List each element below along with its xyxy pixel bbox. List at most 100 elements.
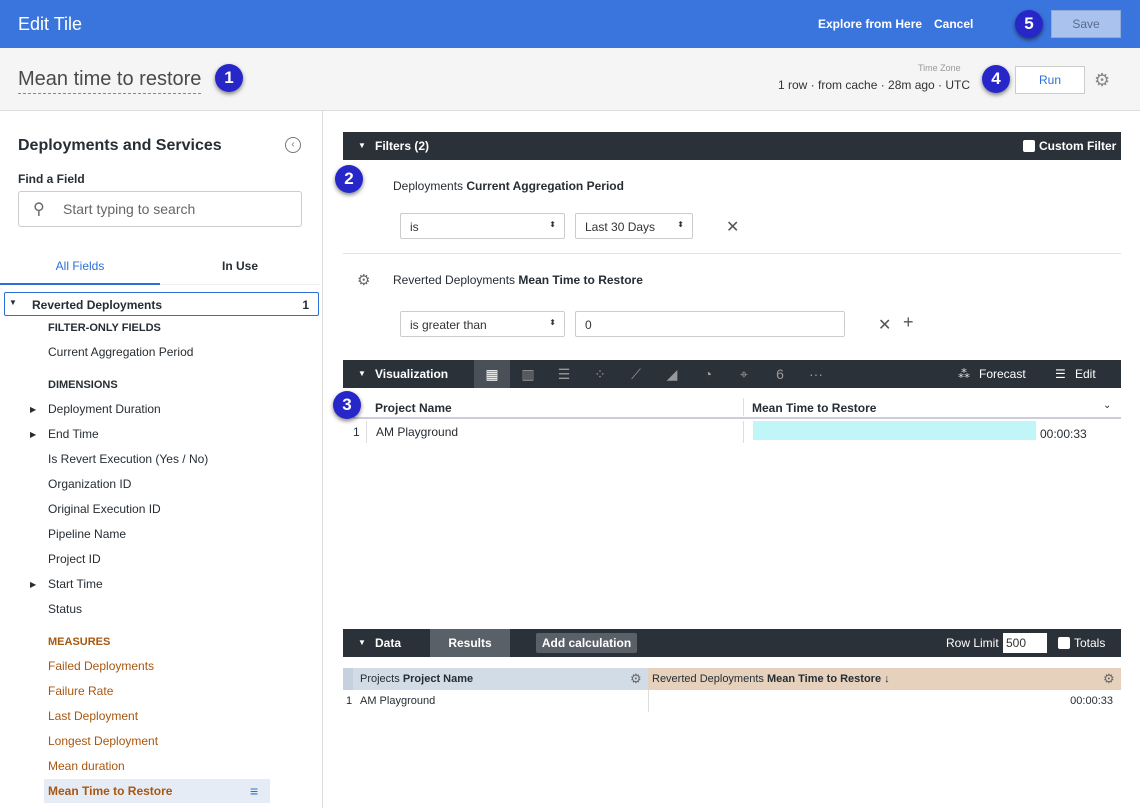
add-calculation-button[interactable]: Add calculation: [536, 633, 637, 653]
field-item[interactable]: Current Aggregation Period: [48, 345, 194, 359]
gear-icon[interactable]: ⚙: [630, 671, 642, 686]
page-title: Edit Tile: [18, 14, 83, 34]
add-filter-icon[interactable]: +: [903, 312, 914, 332]
more-icon[interactable]: ···: [809, 366, 823, 382]
callout-badge-3: 3: [333, 391, 361, 419]
filter-2-value-input[interactable]: 0: [575, 311, 845, 337]
section-filter-only: FILTER-ONLY FIELDS: [48, 322, 161, 334]
save-button[interactable]: Save: [1051, 10, 1121, 38]
filter-field: Mean Time to Restore: [518, 273, 643, 287]
caret-down-icon: ▼: [358, 369, 366, 378]
totals-checkbox[interactable]: [1058, 637, 1070, 649]
caret-right-icon[interactable]: ▶: [30, 430, 37, 439]
field-search: ⚲: [18, 191, 302, 227]
gear-icon[interactable]: ⚙: [357, 272, 371, 289]
visualization-bar[interactable]: ▼ Visualization ▦ ▥ ☰ ⁘ ⟋ ◢ ◔ ⌖ 6 ··· ⁂ Forecast …: [343, 360, 1121, 388]
area-chart-icon[interactable]: ◢: [666, 366, 678, 382]
column-view: Reverted Deployments: [652, 673, 764, 685]
select-arrows-icon: ⬍: [549, 220, 556, 229]
section-measures: MEASURES: [48, 636, 111, 648]
scatter-icon[interactable]: ⁘: [594, 366, 606, 382]
filter-icon[interactable]: ≡: [250, 783, 259, 799]
caret-right-icon[interactable]: ▶: [30, 580, 37, 589]
column-header[interactable]: Projects Project Name: [360, 673, 473, 685]
filter-1-value[interactable]: Last 30 Days ⬍: [575, 213, 693, 239]
data-table-row: 1 AM Playground 00:00:33: [343, 690, 1121, 712]
filter-value: 0: [585, 318, 592, 332]
caret-down-icon: ▼: [358, 141, 366, 150]
explore-from-here-link[interactable]: Explore from Here: [818, 17, 923, 31]
row-limit-label: Row Limit: [946, 636, 999, 650]
data-bar[interactable]: ▼ Data Results Add calculation Row Limit…: [343, 629, 1121, 657]
field-item[interactable]: Failure Rate: [48, 684, 114, 698]
field-item[interactable]: Mean Time to Restore: [48, 784, 173, 798]
tab-all-fields[interactable]: All Fields: [0, 251, 160, 285]
column-header[interactable]: Project Name: [375, 401, 452, 415]
totals-label: Totals: [1074, 636, 1106, 650]
field-item[interactable]: Pipeline Name: [48, 527, 127, 541]
viz-table-header: Project Name Mean Time to Restore ⌄: [353, 398, 1121, 419]
cell-project: AM Playground: [376, 425, 459, 439]
row-limit-input[interactable]: 500: [1003, 633, 1047, 653]
field-item[interactable]: End Time: [48, 427, 99, 441]
filter-1-label: Deployments Current Aggregation Period: [393, 179, 624, 193]
operator-value: is: [410, 220, 419, 234]
remove-filter-icon[interactable]: ✕: [726, 219, 740, 236]
table-icon[interactable]: ▦: [474, 360, 510, 388]
custom-filter-checkbox[interactable]: [1023, 140, 1035, 152]
caret-right-icon[interactable]: ▶: [30, 405, 37, 414]
single-value-icon[interactable]: 6: [776, 366, 784, 382]
field-item[interactable]: Start Time: [48, 577, 103, 591]
column-view: Projects: [360, 673, 400, 685]
explore-title: Deployments and Services: [18, 137, 222, 154]
field-search-input[interactable]: [63, 201, 283, 217]
field-item[interactable]: Failed Deployments: [48, 659, 155, 673]
chevron-down-icon[interactable]: ⌄: [1103, 400, 1112, 411]
filter-2-operator[interactable]: is greater than ⬍: [400, 311, 565, 337]
section-dimensions: DIMENSIONS: [48, 379, 118, 391]
cancel-link[interactable]: Cancel: [934, 17, 974, 31]
filter-value: Last 30 Days: [585, 220, 656, 234]
map-pin-icon[interactable]: ⌖: [740, 366, 748, 382]
gear-icon[interactable]: ⚙: [1094, 70, 1111, 90]
cell-value: 00:00:33: [1040, 427, 1087, 441]
column-header[interactable]: Mean Time to Restore: [752, 401, 877, 415]
sliders-icon: ☰: [1055, 367, 1066, 381]
edit-viz-button[interactable]: Edit: [1075, 367, 1096, 381]
filters-bar[interactable]: ▼ Filters (2) Custom Filter: [343, 132, 1121, 160]
field-item[interactable]: Is Revert Execution (Yes / No): [48, 452, 209, 466]
field-item[interactable]: Last Deployment: [48, 709, 139, 723]
filters-title: Filters (2): [375, 139, 430, 153]
field-item[interactable]: Mean duration: [48, 759, 125, 773]
filter-2-label: Reverted Deployments Mean Time to Restor…: [393, 273, 643, 287]
field-item[interactable]: Longest Deployment: [48, 734, 159, 748]
line-chart-icon[interactable]: ⟋: [631, 366, 641, 382]
collapse-icon[interactable]: ‹: [285, 137, 301, 153]
field-item[interactable]: Project ID: [48, 552, 101, 566]
tile-title[interactable]: Mean time to restore: [18, 68, 202, 94]
column-chart-icon[interactable]: ▥: [521, 366, 535, 382]
field-item[interactable]: Organization ID: [48, 477, 132, 491]
custom-filter-label: Custom Filter: [1039, 139, 1117, 153]
remove-filter-icon[interactable]: ✕: [878, 317, 892, 334]
tab-results[interactable]: Results: [430, 629, 510, 657]
tab-in-use[interactable]: In Use: [160, 251, 320, 285]
view-reverted-deployments[interactable]: ▼ Reverted Deployments 1: [4, 292, 319, 316]
select-arrows-icon: ⬍: [677, 220, 684, 229]
field-item[interactable]: Status: [48, 602, 83, 616]
field-item[interactable]: Deployment Duration: [48, 402, 161, 416]
selected-field-highlight: [44, 779, 270, 803]
column-field: Project Name: [402, 673, 474, 685]
run-button[interactable]: Run: [1015, 66, 1085, 94]
forecast-button[interactable]: Forecast: [979, 367, 1026, 381]
field-item[interactable]: Original Execution ID: [48, 502, 161, 516]
cell-value: 00:00:33: [1070, 695, 1113, 707]
column-header[interactable]: Reverted Deployments Mean Time to Restor…: [652, 673, 890, 685]
cell-project: AM Playground: [360, 695, 436, 707]
callout-badge-4: 4: [982, 65, 1010, 93]
pie-chart-icon[interactable]: ◔: [703, 366, 713, 382]
gear-icon[interactable]: ⚙: [1103, 671, 1115, 686]
divider: [343, 253, 1121, 254]
bar-chart-icon[interactable]: ☰: [557, 366, 571, 382]
filter-1-operator[interactable]: is ⬍: [400, 213, 565, 239]
